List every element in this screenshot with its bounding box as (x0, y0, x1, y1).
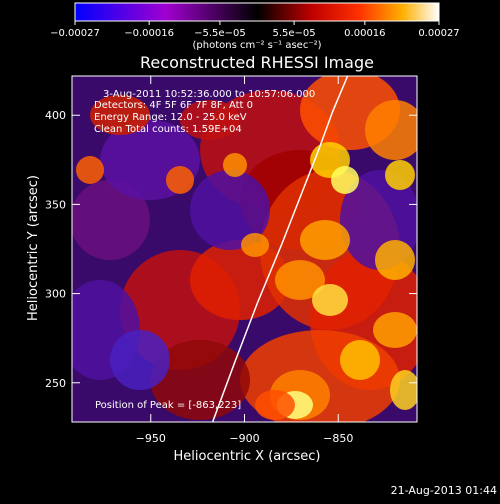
colorbar-units: (photons cm⁻² s⁻¹ asec⁻²) (192, 40, 321, 51)
heat-blob (76, 156, 104, 184)
colorbar-tick-label: 0.00027 (418, 28, 459, 39)
heat-blob (255, 390, 295, 420)
heat-blob (72, 180, 150, 260)
heat-blob (223, 153, 247, 177)
colorbar-tick-label: 0.00016 (344, 28, 385, 39)
heat-blob (373, 312, 417, 348)
heat-blob (275, 260, 325, 300)
y-tick-label: 400 (45, 109, 66, 122)
y-axis-label: Heliocentric Y (arcsec) (26, 175, 41, 321)
y-tick-label: 300 (45, 288, 66, 301)
annotation-detectors: Detectors: 4F 5F 6F 7F 8F, Att 0 (94, 100, 253, 111)
annotation-clean: Clean Total counts: 1.59E+04 (94, 124, 242, 135)
annotation-peak: Position of Peak = [-863,223] (95, 400, 241, 411)
heat-blob (190, 170, 270, 250)
y-tick-label: 250 (45, 377, 66, 390)
heat-blob (241, 233, 269, 257)
heat-blob (300, 220, 350, 260)
heat-blob (365, 100, 417, 160)
heat-blob (180, 100, 240, 140)
y-tick-label: 350 (45, 198, 66, 211)
colorbar-tick-label: −0.00016 (124, 28, 174, 39)
chart-title: Reconstructed RHESSI Image (140, 53, 374, 72)
colorbar (74, 2, 440, 22)
heat-blob (166, 166, 194, 194)
heat-blob (150, 340, 250, 420)
x-axis-label: Heliocentric X (arcsec) (174, 449, 321, 464)
heatmap-area (72, 76, 417, 422)
heat-blob (390, 370, 417, 410)
colorbar-tick-label: −5.5e−05 (194, 28, 246, 39)
heat-blob (90, 95, 150, 135)
heatmap-blobs (72, 76, 417, 422)
footer-date: 21-Aug-2013 01:44 (391, 484, 497, 497)
x-tick-label: −900 (229, 432, 259, 445)
heat-blob (385, 160, 415, 190)
colorbar-ticks: −0.00027 −0.00016 −5.5e−05 5.5e−05 0.00016 0.… (50, 21, 460, 39)
heat-blob (340, 340, 380, 380)
heat-blob (110, 330, 170, 390)
solar-limb-curve (211, 76, 349, 422)
heat-blob (312, 284, 348, 316)
heat-blob (375, 240, 415, 280)
heat-blob (331, 166, 359, 194)
x-axis-ticks: −950 −900 −850 (136, 76, 353, 445)
annotation-energy: Energy Range: 12.0 - 25.0 keV (94, 112, 247, 123)
y-axis-ticks: 250 300 350 400 (45, 109, 417, 390)
x-tick-label: −950 (136, 432, 166, 445)
annotation-time-range: 3-Aug-2011 10:52:36.000 to 10:57:06.000 (103, 89, 315, 100)
colorbar-tick-label: −0.00027 (50, 28, 100, 39)
x-tick-label: −850 (323, 432, 353, 445)
colorbar-tick-label: 5.5e−05 (272, 28, 315, 39)
